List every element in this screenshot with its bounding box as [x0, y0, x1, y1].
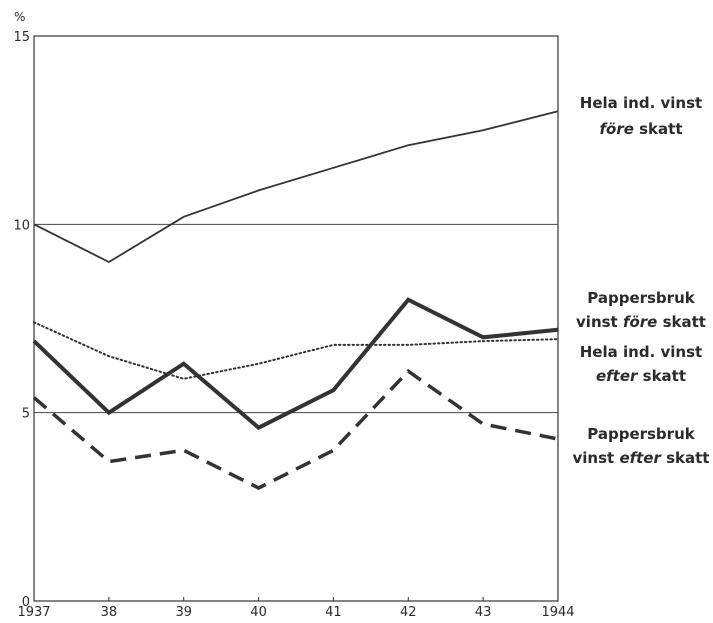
x-tick-label: 1937 — [17, 605, 50, 620]
y-axis-ticks: 0 5 10 15 — [13, 30, 30, 610]
series-line-3 — [33, 321, 559, 380]
y-tick-label: 10 — [13, 218, 30, 233]
series-label-3: Hela ind. vinst — [580, 343, 702, 361]
x-tick-label: 38 — [101, 605, 118, 620]
gridlines — [34, 223, 558, 414]
x-tick-label: 39 — [175, 605, 192, 620]
series-label-2: Pappersbruk — [587, 289, 696, 307]
x-tick-label: 1944 — [541, 605, 574, 620]
x-tick-label: 41 — [325, 605, 342, 620]
y-tick-label: 0 — [22, 595, 30, 610]
x-tick-label: 40 — [250, 605, 267, 620]
x-axis-ticks: 1937 38 39 40 41 42 43 1944 — [17, 597, 575, 620]
x-tick-label: 42 — [400, 605, 417, 620]
series-label-2: vinst före skatt — [576, 313, 706, 331]
series-label-3: efter skatt — [596, 367, 686, 385]
series-lines — [32, 110, 559, 490]
series-line-1 — [33, 110, 559, 264]
series-label-1: Hela ind. vinst — [580, 94, 702, 112]
series-labels: Hela ind. vinst före skatt Pappersbruk vins… — [573, 94, 710, 467]
plot-frame — [33, 35, 559, 602]
y-tick-label: 15 — [13, 30, 30, 45]
series-label-1: före skatt — [600, 120, 683, 138]
series-label-4: Pappersbruk — [587, 425, 696, 443]
y-tick-label: 5 — [22, 407, 30, 422]
series-line-4 — [32, 368, 559, 490]
y-unit-label: % — [14, 10, 25, 24]
x-tick-label: 43 — [475, 605, 492, 620]
series-label-4: vinst efter skatt — [573, 449, 710, 467]
series-line-2 — [32, 297, 559, 431]
